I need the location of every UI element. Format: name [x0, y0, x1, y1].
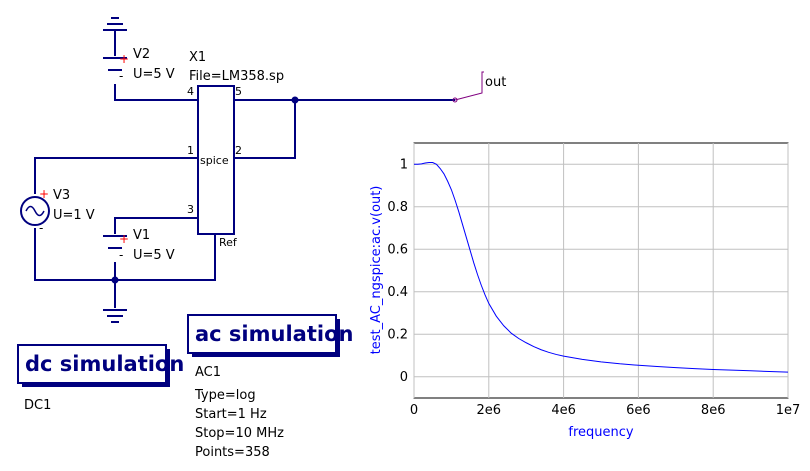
out-wire-label[interactable]: out — [452, 71, 506, 103]
plot-frame — [413, 142, 789, 399]
y-tick-label: 0.6 — [387, 242, 408, 257]
wire-v3-to-pin1 — [34, 157, 198, 194]
v2-plus-sign: + — [119, 52, 129, 66]
junction-dot — [111, 276, 119, 284]
v2-source[interactable]: + - V2 U=5 V — [103, 47, 175, 83]
y-tick-label: 1 — [400, 157, 408, 172]
v1-value: U=5 V — [133, 248, 175, 263]
junction-dot — [291, 96, 299, 104]
ac-sim-param: Stop=10 MHz — [195, 426, 284, 441]
x1-ref-pin: Ref — [219, 236, 238, 249]
v3-plus-sign: + — [39, 187, 49, 201]
dc-sim-title: dc simulation — [25, 352, 184, 376]
ground-symbol — [103, 309, 127, 323]
v3-minus-sign: - — [39, 221, 43, 235]
ac-sim-param: Start=1 Hz — [195, 407, 267, 422]
junctions — [111, 96, 299, 284]
plot-grid — [413, 143, 789, 398]
ac-sim-param: Points=358 — [195, 445, 270, 460]
ac-sim-param: Type=log — [194, 388, 256, 403]
cartesian-plot[interactable]: 0 2e6 4e6 6e6 8e6 1e7 0 0.2 0.4 0.6 0.8 1 frequency… — [369, 142, 800, 440]
y-tick-label: 0.2 — [387, 327, 408, 342]
x-tick-label: 4e6 — [551, 403, 576, 418]
dc-sim-name: DC1 — [24, 398, 51, 413]
x1-body — [197, 85, 235, 235]
wire-v3-bottom — [34, 228, 216, 281]
ac-sim-name: AC1 — [195, 365, 221, 380]
x1-spice-label: spice — [200, 154, 229, 167]
x1-pin3: 3 — [187, 203, 194, 216]
out-label: out — [485, 75, 506, 90]
v3-value: U=1 V — [53, 208, 95, 223]
x1-pin1: 1 — [187, 144, 194, 157]
v3-name: V3 — [53, 188, 70, 203]
x1-pin4: 4 — [187, 85, 194, 98]
v3-ac-source[interactable]: + - V3 U=1 V — [20, 187, 95, 235]
wire-ground-v2 — [103, 17, 127, 31]
x-tick-label: 6e6 — [626, 403, 651, 418]
plot-ticks: 0 2e6 4e6 6e6 8e6 1e7 0 0.2 0.4 0.6 0.8 1 — [387, 157, 800, 418]
dc-simulation-block[interactable]: dc simulation DC1 — [17, 344, 184, 413]
wire-v1-to-pin3 — [114, 217, 198, 234]
wires — [34, 17, 455, 308]
v1-source[interactable]: + - V1 U=5 V — [103, 228, 175, 263]
x-tick-label: 8e6 — [701, 403, 726, 418]
wire-v2-to-pin4 — [114, 84, 198, 101]
v2-value: U=5 V — [133, 67, 175, 82]
v1-plus-sign: + — [119, 232, 129, 246]
v2-minus-sign: - — [119, 69, 123, 83]
sine-wave-icon — [25, 205, 45, 217]
x-tick-label: 1e7 — [776, 403, 801, 418]
dc-sim-box — [17, 344, 167, 384]
x1-pin2: 2 — [235, 144, 242, 157]
v1-name: V1 — [133, 228, 150, 243]
ac-simulation-block[interactable]: ac simulation AC1 Type=log Start=1 Hz St… — [187, 314, 353, 460]
ac-sim-title: ac simulation — [195, 322, 353, 346]
y-tick-label: 0.4 — [387, 285, 408, 300]
x1-name: X1 — [189, 50, 206, 65]
x-tick-label: 0 — [410, 403, 418, 418]
v1-minus-sign: - — [119, 248, 123, 262]
v2-name: V2 — [133, 47, 150, 62]
x-tick-label: 2e6 — [477, 403, 502, 418]
wire-feedback — [234, 100, 296, 159]
y-tick-label: 0 — [400, 370, 408, 385]
x1-pin5: 5 — [235, 85, 242, 98]
ac-sim-box — [187, 314, 337, 354]
y-tick-label: 0.8 — [387, 200, 408, 215]
x1-subcircuit[interactable]: X1 File=LM358.sp spice 4 5 1 2 3 Ref — [187, 50, 284, 249]
x1-file: File=LM358.sp — [189, 69, 284, 84]
y-axis-title: test_AC_ngspice:ac.v(out) — [369, 186, 384, 355]
x-axis-title: frequency — [568, 425, 634, 440]
series-line — [414, 162, 789, 373]
